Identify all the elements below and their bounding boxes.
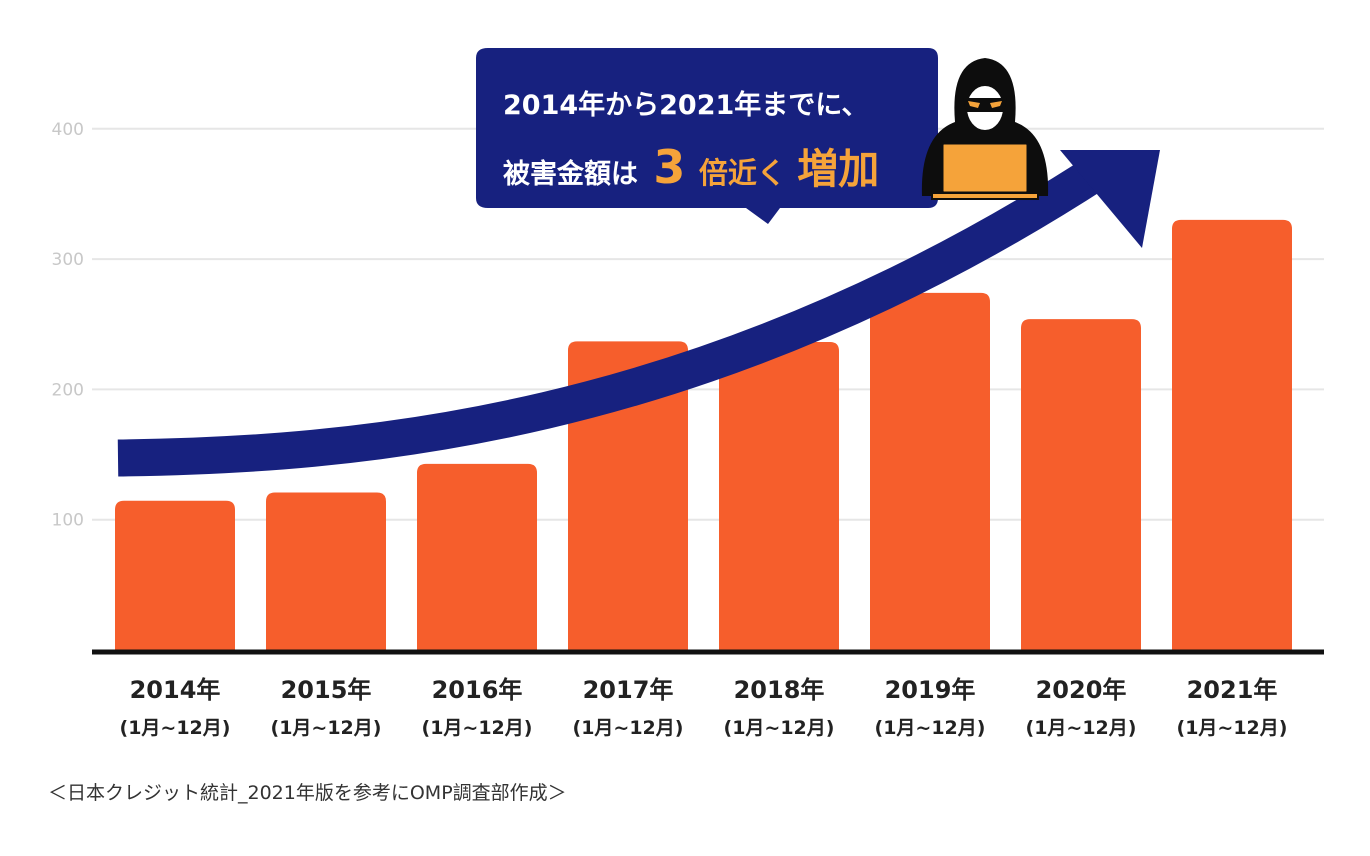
x-category-label: 2021年 xyxy=(1187,676,1278,704)
callout-mid: 倍近く xyxy=(699,156,786,190)
bar-2017年 xyxy=(568,341,688,650)
x-category-label: 2014年 xyxy=(130,676,221,704)
x-category-sublabel: (1月~12月) xyxy=(875,717,986,739)
bars xyxy=(115,219,1292,650)
x-category-label: 2016年 xyxy=(432,676,523,704)
bar-2019年 xyxy=(870,292,990,650)
y-tick-label: 200 xyxy=(52,380,84,400)
bar-2016年 xyxy=(417,463,537,650)
callout-line2: 被害金額は 3 倍近く 増加 xyxy=(503,140,879,194)
bar-2020年 xyxy=(1021,319,1141,650)
y-axis-ticks: 100 200 300 400 xyxy=(52,120,84,531)
y-tick-label: 400 xyxy=(52,120,84,140)
x-category-sublabel: (1月~12月) xyxy=(1177,717,1288,739)
hacker-with-laptop-icon xyxy=(921,58,1049,200)
callout-number: 3 xyxy=(653,140,685,194)
x-category-sublabel: (1月~12月) xyxy=(573,717,684,739)
bar-2021年 xyxy=(1172,219,1292,650)
trend-arrow xyxy=(117,150,1160,477)
x-axis-labels: 2014年 (1月~12月) 2015年 (1月~12月) 2016年 (1月~12月) 2… xyxy=(120,676,1288,739)
x-category-sublabel: (1月~12月) xyxy=(271,717,382,739)
source-note: ＜日本クレジット統計_2021年版を参考にOMP調査部作成＞ xyxy=(48,782,567,804)
callout-line1: 2014年から2021年までに、 xyxy=(503,89,868,121)
x-category-label: 2015年 xyxy=(281,676,372,704)
y-tick-label: 100 xyxy=(52,511,84,531)
bar-2015年 xyxy=(266,492,386,650)
x-category-sublabel: (1月~12月) xyxy=(120,717,231,739)
bar-2018年 xyxy=(719,341,839,650)
x-category-label: 2018年 xyxy=(734,676,825,704)
x-category-label: 2019年 xyxy=(885,676,976,704)
x-category-label: 2020年 xyxy=(1036,676,1127,704)
x-category-sublabel: (1月~12月) xyxy=(422,717,533,739)
callout-bubble: 2014年から2021年までに、 被害金額は 3 倍近く 増加 xyxy=(476,48,938,224)
x-category-label: 2017年 xyxy=(583,676,674,704)
y-tick-label: 300 xyxy=(52,250,84,270)
callout-line2-prefix: 被害金額は xyxy=(503,158,638,190)
callout-emphasis: 増加 xyxy=(797,145,879,193)
bar-2014年 xyxy=(115,500,235,650)
x-category-sublabel: (1月~12月) xyxy=(1026,717,1137,739)
x-category-sublabel: (1月~12月) xyxy=(724,717,835,739)
